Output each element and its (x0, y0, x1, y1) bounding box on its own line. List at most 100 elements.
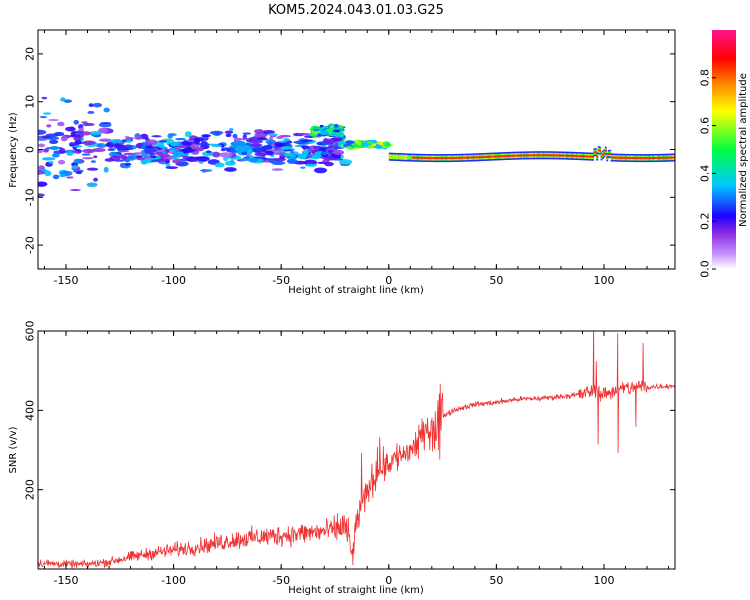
spectrogram-blob (81, 148, 96, 154)
spectrogram-blob (303, 150, 308, 157)
spectrogram-blob (53, 131, 65, 137)
spectrogram-cell (622, 156, 624, 159)
spectrogram-blob (375, 145, 383, 149)
spectrogram-cell (620, 156, 623, 159)
spectrogram-blob (327, 128, 336, 131)
spectrogram-cell (650, 157, 653, 160)
spectrogram-cell (454, 156, 457, 159)
spectrogram-cell (530, 154, 533, 157)
spectrogram-blob (312, 145, 322, 149)
spectrogram-cell (564, 154, 567, 157)
spectrogram-xtick-label: -150 (53, 274, 78, 287)
spectrogram-blob (321, 152, 329, 155)
spectrogram-cell (481, 156, 484, 159)
spectrogram-cell (391, 155, 394, 158)
spectrogram-cell (533, 154, 536, 157)
spectrogram-blob (339, 159, 353, 165)
spectrogram-blob (361, 140, 369, 144)
spectrogram-cell (613, 156, 616, 159)
spectrogram-blob (330, 158, 344, 161)
spectrogram-frame (37, 29, 676, 270)
spectrogram-cell (536, 154, 539, 157)
spectrogram-cell (604, 149, 607, 152)
spectrogram-blob (225, 133, 232, 138)
spectrogram-cell (501, 155, 504, 158)
spectrogram-cell (477, 156, 480, 159)
spectrogram-blob (155, 155, 162, 160)
spectrogram-blob (125, 136, 135, 140)
spectrogram-blob (305, 163, 318, 167)
spectrogram-blob (254, 132, 267, 138)
spectrogram-cell (490, 155, 493, 158)
spectrogram-cell (444, 157, 447, 160)
spectrogram-cell (557, 154, 560, 157)
spectrogram-cell (401, 156, 404, 159)
spectrogram-segment (388, 146, 675, 163)
spectrogram-blob (260, 160, 272, 163)
spectrogram-cell (427, 157, 430, 160)
spectrogram-blob (267, 133, 279, 136)
spectrogram-cell (473, 156, 476, 159)
spectrogram-blob (318, 147, 327, 152)
colorbar-tick-label: 0.2 (699, 212, 712, 230)
spectrogram-cell (591, 155, 594, 158)
spectrogram-blob (46, 124, 52, 128)
spectrogram-cell (654, 156, 657, 159)
spectrogram-blob (38, 193, 45, 197)
spectrogram-cell (616, 156, 619, 159)
spectrogram-cell (504, 155, 507, 158)
spectrogram-cell (410, 156, 413, 159)
spectrogram-cell (395, 155, 398, 158)
spectrogram-blob (73, 136, 82, 141)
spectrogram-blob (241, 151, 248, 156)
spectrogram-blob (360, 142, 370, 147)
spectrogram-blob (170, 141, 179, 147)
spectrogram-blob (211, 144, 223, 148)
spectrogram-blob (201, 134, 211, 138)
spectrogram-cell (390, 155, 393, 158)
spectrogram-blob (82, 157, 94, 160)
colorbar-tick-label: 0.4 (699, 165, 712, 183)
spectrogram-cell (397, 156, 400, 159)
spectrogram-blob (151, 135, 162, 138)
spectrogram-cell (523, 154, 526, 157)
spectrogram-cell (529, 154, 531, 157)
spectrogram-cell (553, 154, 556, 157)
spectrogram-cell (400, 156, 403, 159)
spectrogram-blob (48, 161, 54, 164)
spectrogram-blob (253, 129, 264, 134)
spectrogram-cell (413, 156, 416, 159)
spectrogram-cell (547, 154, 550, 157)
spectrogram-cell (531, 154, 534, 157)
spectrogram-cell (583, 155, 586, 158)
spectrogram-cell (633, 157, 636, 160)
spectrogram-blob (327, 150, 333, 153)
spectrogram-blob (74, 140, 83, 145)
spectrogram-cell (398, 156, 401, 159)
spectrogram-blob (48, 139, 59, 145)
spectrogram-blob (42, 112, 52, 115)
spectrogram-cell (430, 157, 433, 160)
spectrogram-blob (81, 121, 88, 124)
snr-xtick-label: -50 (272, 574, 290, 587)
spectrogram-cell (561, 154, 564, 157)
spectrogram-cell (527, 154, 530, 157)
spectrogram-blob (167, 133, 174, 139)
spectrogram-blob (283, 149, 294, 152)
colorbar-tick-label: 0.8 (699, 69, 712, 87)
spectrogram-cell (579, 155, 582, 158)
spectrogram-cell (511, 154, 514, 157)
spectrogram-blob (248, 157, 259, 163)
spectrogram-blob (86, 167, 99, 171)
spectrogram-cell (646, 157, 649, 160)
spectrogram-blob (172, 151, 179, 158)
spectrogram-cell (626, 156, 629, 159)
spectrogram-cell (596, 155, 599, 158)
spectrogram-cell (394, 155, 397, 158)
spectrogram-blob (125, 139, 132, 143)
spectrogram-blob (48, 118, 59, 122)
spectrogram-cell (516, 154, 519, 157)
spectrogram-blob (65, 176, 74, 179)
spectrogram-blob (121, 155, 128, 161)
